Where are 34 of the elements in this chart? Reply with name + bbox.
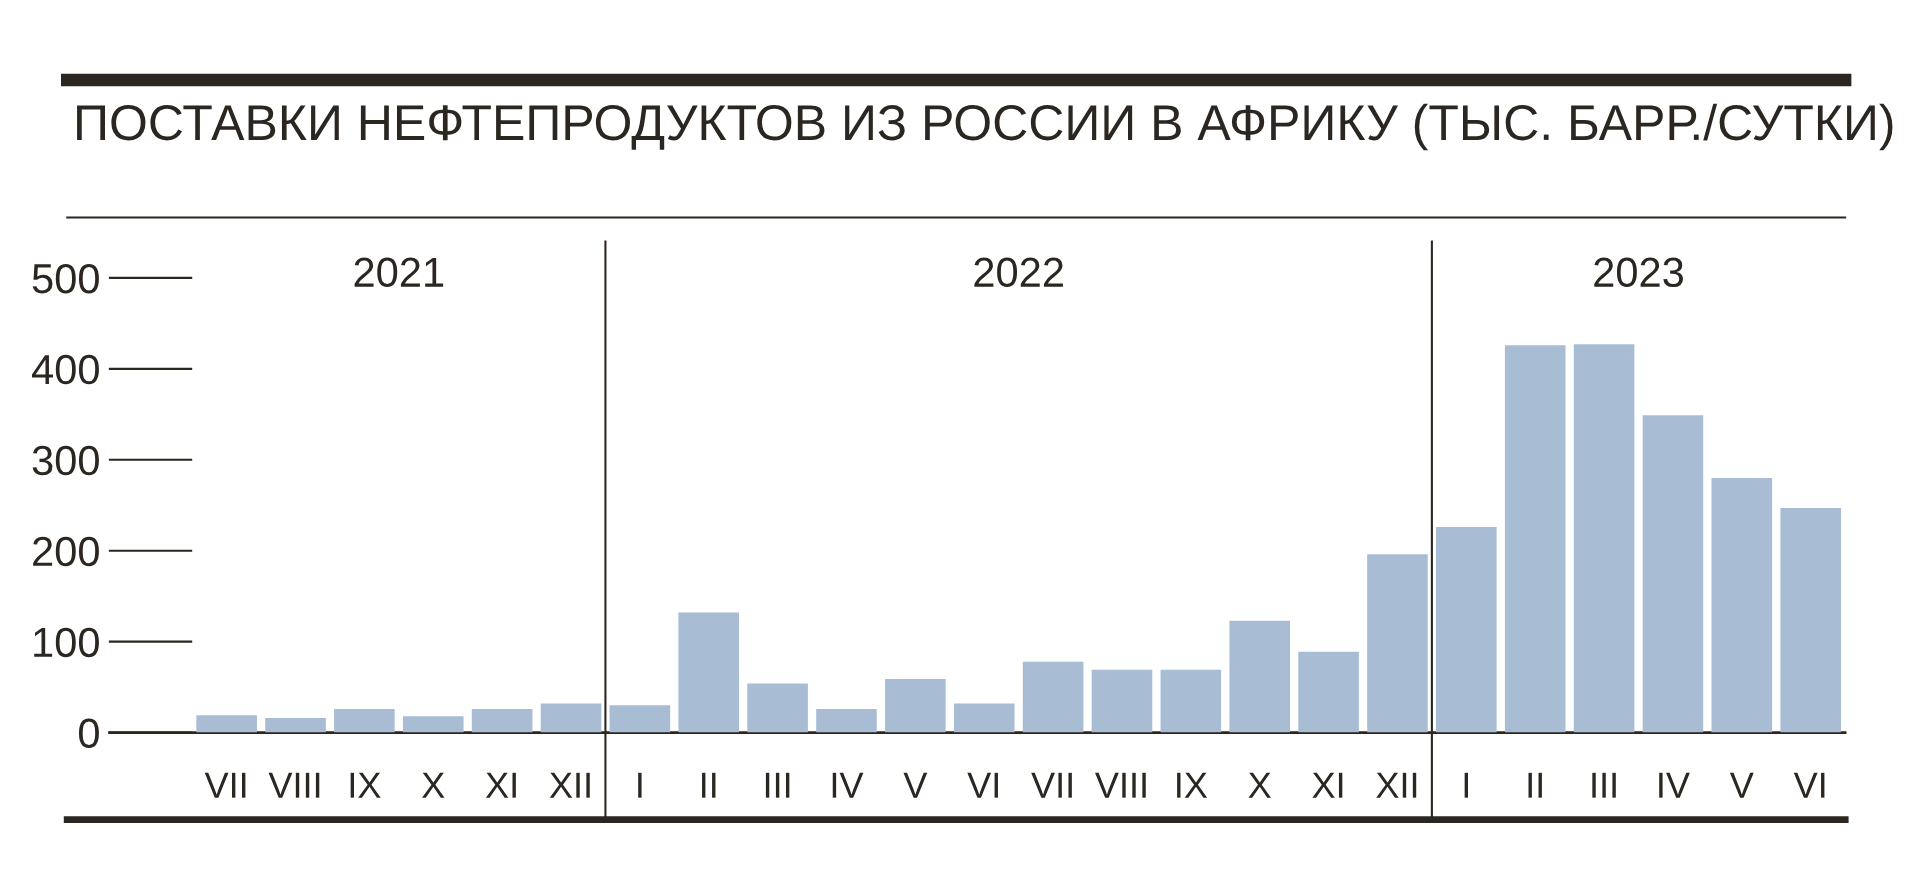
x-tick-label: XII	[549, 772, 590, 798]
annotation: 2023	[1594, 257, 1684, 288]
x-tick-label: XI	[485, 772, 516, 798]
x-tick-label: VIII	[268, 772, 320, 798]
x-tick-label: IV	[1659, 772, 1690, 798]
x-tick-label: XI	[1312, 772, 1343, 798]
x-tick-label: III	[765, 772, 790, 798]
x-tick-label: XII	[1376, 772, 1417, 798]
annotation: 2022	[974, 257, 1063, 288]
y-tick-label: 400	[31, 354, 99, 385]
x-tick-label: II	[702, 772, 716, 798]
annotation: 2021	[354, 257, 444, 288]
x-tick-label: VI	[967, 772, 998, 798]
y-tick-label: 100	[34, 627, 99, 658]
y-tick-label: 500	[32, 263, 99, 294]
y-tick-label: 300	[32, 445, 99, 476]
x-tick-label: V	[903, 772, 928, 798]
x-tick-label: V	[1729, 772, 1754, 798]
y-tick-label: 200	[33, 536, 99, 567]
x-tick-label: IX	[350, 772, 381, 798]
chart-title: ПОСТАВКИ НЕФТЕПРОДУКТОВ ИЗ РОССИИ В АФРИКУ (ТЫС. БАРР./СУТКИ)	[77, 103, 1893, 151]
x-tick-label: VIII	[1095, 772, 1146, 798]
x-tick-label: VI	[1793, 772, 1825, 798]
x-tick-label: I	[638, 772, 642, 798]
y-tick-label: 0	[78, 718, 99, 749]
x-tick-label: IX	[1177, 772, 1208, 798]
x-tick-label: X	[1248, 772, 1271, 798]
x-tick-label: III	[1592, 772, 1616, 798]
x-tick-label: I	[1464, 772, 1469, 798]
x-tick-label: VII	[1031, 772, 1072, 798]
x-tick-label: II	[1528, 772, 1542, 798]
x-tick-label: VII	[204, 772, 246, 798]
x-tick-label: IV	[832, 772, 864, 798]
x-tick-label: X	[422, 772, 445, 798]
